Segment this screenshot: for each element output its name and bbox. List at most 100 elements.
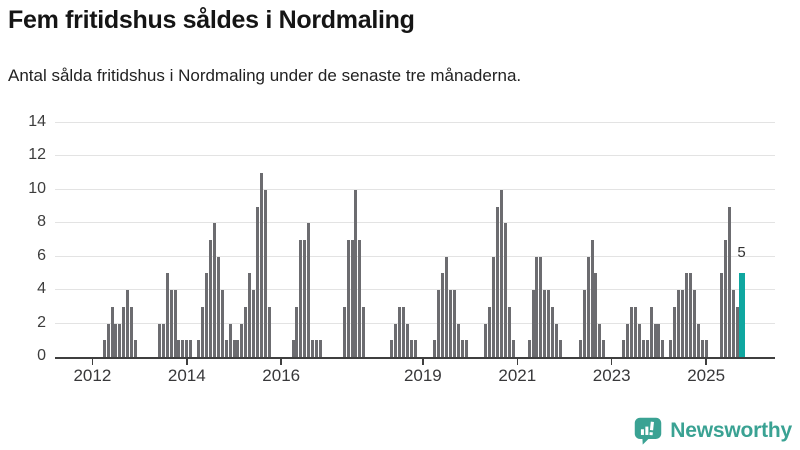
bar <box>267 306 271 357</box>
gridline <box>55 155 775 157</box>
gridline <box>55 322 775 324</box>
bar <box>362 306 366 357</box>
x-tick-mark <box>186 359 188 365</box>
bar <box>130 306 134 357</box>
bar <box>319 340 323 357</box>
bar <box>645 340 649 357</box>
bar <box>185 340 189 357</box>
bar <box>315 340 319 357</box>
bar <box>134 340 138 357</box>
bar <box>295 306 299 357</box>
bar <box>492 256 496 357</box>
bar <box>692 290 696 357</box>
chart-subtitle: Antal sålda fritidshus i Nordmaling unde… <box>8 66 522 85</box>
bar <box>433 340 437 357</box>
bar <box>547 290 551 357</box>
bar <box>669 340 673 357</box>
bar <box>263 189 267 357</box>
newsworthy-logo-text: Newsworthy <box>670 419 792 442</box>
bar <box>641 340 645 357</box>
x-tick-label: 2025 <box>687 366 726 385</box>
bar <box>452 290 456 357</box>
y-tick-label: 14 <box>28 113 46 130</box>
bar <box>126 290 130 357</box>
bar <box>543 290 547 357</box>
bar <box>216 256 220 357</box>
bar <box>551 306 555 357</box>
bar <box>303 240 307 357</box>
bar <box>342 306 346 357</box>
bar <box>622 340 626 357</box>
bar <box>531 290 535 357</box>
y-tick-label: 0 <box>37 347 46 364</box>
bar <box>307 223 311 357</box>
newsworthy-logo[interactable]: Newsworthy <box>633 416 792 446</box>
bar <box>102 340 106 357</box>
x-tick-mark <box>610 359 613 365</box>
x-tick-label: 2023 <box>592 366 631 385</box>
bar <box>590 240 594 357</box>
bar <box>389 340 393 357</box>
bar <box>460 340 464 357</box>
bar <box>173 290 177 357</box>
bar <box>456 323 460 357</box>
bar <box>204 273 208 357</box>
bar <box>582 290 586 357</box>
x-axis: 2012 2014 2016 2019 2021 2023 2025 <box>0 357 800 397</box>
y-tick-label: 8 <box>37 213 46 231</box>
bar <box>507 306 511 357</box>
bar <box>197 340 201 357</box>
bar <box>484 323 488 357</box>
bar <box>122 306 126 357</box>
bar <box>539 256 543 357</box>
page-title: Fem fritidshus såldes i Nordmaling <box>8 6 415 34</box>
bar <box>350 240 354 357</box>
bar <box>661 340 665 357</box>
newsworthy-logo-icon <box>635 417 662 445</box>
bar <box>720 273 724 357</box>
bar <box>220 290 224 357</box>
bar <box>169 290 173 357</box>
x-tick-label: 2019 <box>403 366 442 385</box>
bar <box>405 323 409 357</box>
bar <box>673 306 677 357</box>
bar <box>409 340 413 357</box>
bar <box>256 206 260 357</box>
bar <box>224 340 228 357</box>
bar <box>696 323 700 357</box>
bar <box>657 323 661 357</box>
bar <box>358 240 362 357</box>
bar <box>106 323 110 357</box>
bar <box>700 340 704 357</box>
gridline <box>55 255 775 257</box>
bar <box>649 306 653 357</box>
bar <box>401 306 405 357</box>
gridline <box>55 222 775 224</box>
bar <box>232 340 236 357</box>
bar <box>236 340 240 357</box>
x-tick-label: 2014 <box>167 366 206 385</box>
bar <box>677 290 681 357</box>
bar <box>488 306 492 357</box>
x-tick-mark <box>705 359 707 365</box>
bar <box>260 173 264 357</box>
bar <box>464 340 468 357</box>
bar <box>598 323 602 357</box>
bar <box>354 189 358 357</box>
bar <box>437 290 441 357</box>
bar <box>397 306 401 357</box>
bar <box>444 256 448 357</box>
y-tick-label: 2 <box>37 313 46 331</box>
bar <box>625 323 629 357</box>
bar <box>736 306 740 357</box>
bar <box>244 306 248 357</box>
bar <box>228 323 232 357</box>
y-tick-label: 6 <box>37 246 46 264</box>
x-tick-label: 2021 <box>498 366 537 385</box>
bar <box>212 223 216 357</box>
bar <box>208 240 212 357</box>
gridline <box>55 188 775 190</box>
bar <box>728 206 732 357</box>
bar <box>559 340 563 357</box>
bar <box>201 306 205 357</box>
